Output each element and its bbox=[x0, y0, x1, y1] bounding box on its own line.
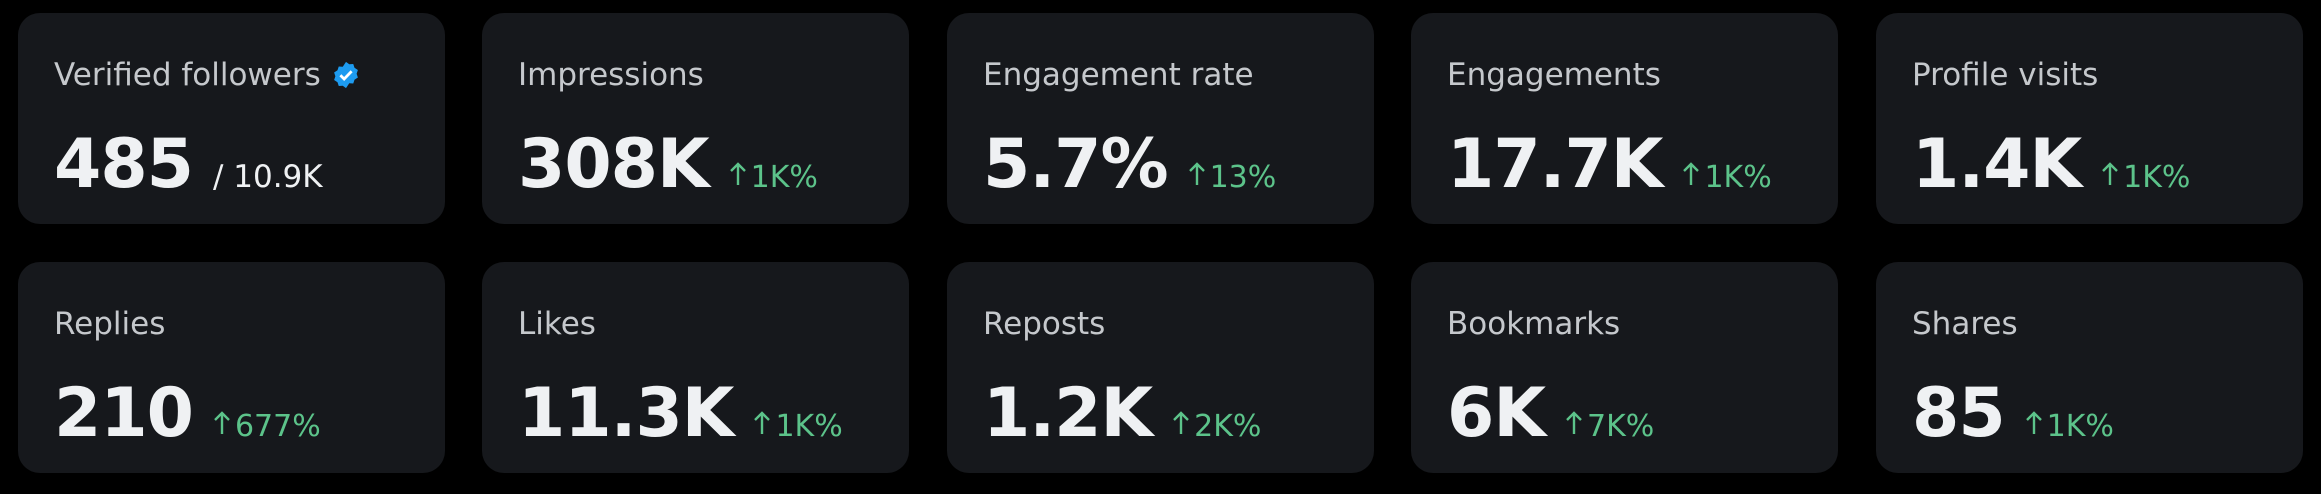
metric-change-wrap: 1K% bbox=[753, 409, 843, 444]
metric-row: 11.3K 1K% bbox=[518, 374, 843, 453]
metric-value: 5.7% bbox=[983, 125, 1169, 204]
metric-change-wrap: 1K% bbox=[2025, 409, 2114, 444]
metric-card: Profile visits 1.4K 1K% bbox=[1876, 13, 2303, 224]
metric-row: 485 / 10.9K bbox=[54, 125, 323, 204]
metric-label: Replies bbox=[54, 306, 166, 342]
metric-label: Shares bbox=[1912, 306, 2018, 342]
metric-card: Reposts 1.2K 2K% bbox=[947, 262, 1374, 473]
metric-label-wrap: Reposts bbox=[983, 306, 1105, 342]
metric-change-wrap: 1K% bbox=[1682, 160, 1772, 195]
metric-value: 17.7K bbox=[1447, 125, 1663, 204]
metric-row: 6K 7K% bbox=[1447, 374, 1654, 453]
metric-change-wrap: 2K% bbox=[1172, 409, 1261, 444]
metric-label-wrap: Engagement rate bbox=[983, 57, 1254, 93]
metric-change: 1K% bbox=[1704, 160, 1772, 195]
metric-row: 17.7K 1K% bbox=[1447, 125, 1772, 204]
metric-label: Likes bbox=[518, 306, 596, 342]
metric-change: 7K% bbox=[1587, 409, 1655, 444]
metric-row: 1.2K 2K% bbox=[983, 374, 1261, 453]
metric-change-wrap: 1K% bbox=[2101, 160, 2190, 195]
metric-card: Likes 11.3K 1K% bbox=[482, 262, 909, 473]
metric-change-wrap: 7K% bbox=[1565, 409, 1654, 444]
metric-value: 6K bbox=[1447, 374, 1546, 453]
metric-value: 485 bbox=[54, 125, 194, 204]
metric-change-wrap: 1K% bbox=[729, 160, 818, 195]
metric-label-wrap: Likes bbox=[518, 306, 596, 342]
metric-label-wrap: Bookmarks bbox=[1447, 306, 1620, 342]
metric-change: 677% bbox=[234, 409, 321, 444]
metric-change: 1K% bbox=[2123, 160, 2191, 195]
metric-label-wrap: Engagements bbox=[1447, 57, 1661, 93]
up-arrow bbox=[2025, 411, 2042, 434]
metric-label: Engagements bbox=[1447, 57, 1661, 93]
metric-label: Profile visits bbox=[1912, 57, 2099, 93]
metric-card: Verified followers 485 / 10.9K bbox=[18, 13, 445, 224]
up-arrow bbox=[754, 411, 771, 434]
up-arrow bbox=[1683, 162, 1700, 185]
metric-change: 2K% bbox=[1194, 409, 1262, 444]
metric-value: 1.2K bbox=[983, 374, 1153, 453]
metric-change: 13% bbox=[1209, 160, 1277, 195]
verified-badge bbox=[333, 61, 358, 89]
up-arrow bbox=[1566, 411, 1582, 434]
metric-change: 1K% bbox=[775, 409, 843, 444]
metric-value: 11.3K bbox=[518, 374, 734, 453]
metric-card: Engagement rate 5.7% 13% bbox=[947, 13, 1374, 224]
up-arrow bbox=[729, 162, 746, 185]
metric-change-wrap: 677% bbox=[213, 409, 321, 444]
metric-card: Engagements 17.7K 1K% bbox=[1411, 13, 1838, 224]
metric-change: 1K% bbox=[2046, 409, 2114, 444]
metric-label-wrap: Replies bbox=[54, 306, 165, 342]
up-arrow bbox=[1173, 411, 1190, 434]
metric-value: 85 bbox=[1912, 374, 2006, 453]
up-arrow bbox=[1188, 162, 1205, 185]
metric-label: Engagement rate bbox=[983, 57, 1254, 93]
metric-label-wrap: Impressions bbox=[518, 57, 704, 93]
metric-label-wrap: Shares bbox=[1912, 306, 2018, 342]
metric-change: 1K% bbox=[750, 160, 818, 195]
metric-card: Impressions 308K 1K% bbox=[482, 13, 909, 224]
metric-value: 1.4K bbox=[1912, 125, 2082, 204]
metric-card: Shares 85 1K% bbox=[1876, 262, 2303, 473]
metric-label-wrap: Verified followers bbox=[54, 57, 361, 93]
metric-value: 308K bbox=[518, 125, 710, 204]
metric-value: 210 bbox=[54, 374, 194, 453]
metric-card: Replies 210 677% bbox=[18, 262, 445, 473]
metric-label: Impressions bbox=[518, 57, 704, 93]
metric-label: Reposts bbox=[983, 306, 1106, 342]
up-arrow bbox=[2102, 162, 2119, 185]
metric-row: 5.7% 13% bbox=[983, 125, 1276, 204]
metric-label: Bookmarks bbox=[1447, 306, 1621, 342]
metric-row: 85 1K% bbox=[1912, 374, 2114, 453]
metric-sub: / 10.9K bbox=[212, 159, 323, 195]
metric-label: Verified followers bbox=[54, 57, 321, 93]
metric-label-wrap: Profile visits bbox=[1912, 57, 2098, 93]
metric-row: 210 677% bbox=[54, 374, 321, 453]
metric-card: Bookmarks 6K 7K% bbox=[1411, 262, 1838, 473]
metric-change-wrap: 13% bbox=[1188, 160, 1277, 195]
metric-row: 308K 1K% bbox=[518, 125, 818, 204]
metric-row: 1.4K 1K% bbox=[1912, 125, 2190, 204]
up-arrow bbox=[214, 411, 230, 434]
